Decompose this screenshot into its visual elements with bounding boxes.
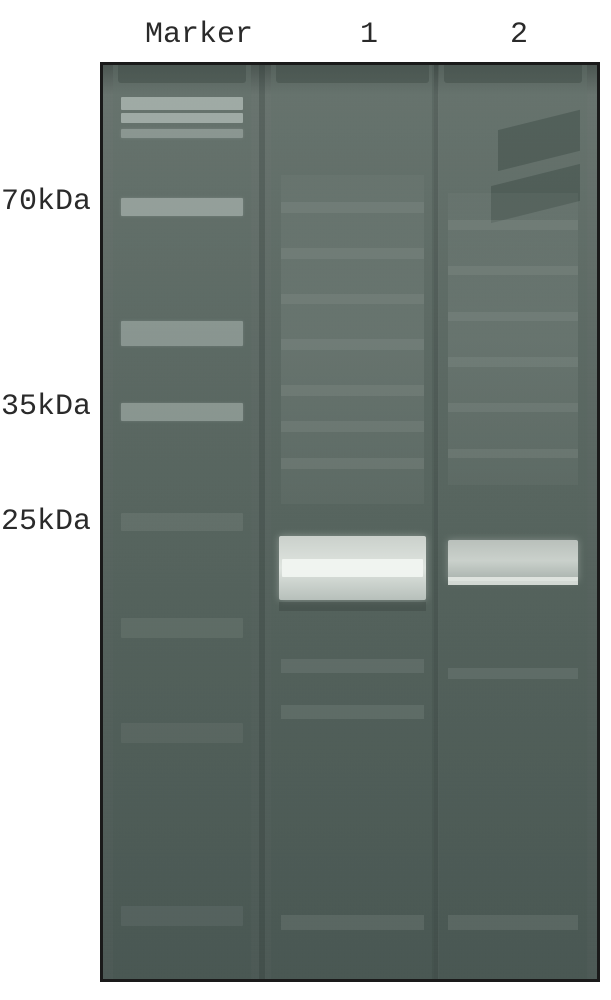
lane-label-2: 2 <box>510 18 528 52</box>
lane1-lower-faint <box>281 915 424 930</box>
lane-marker <box>113 65 251 979</box>
marker-band <box>121 129 243 138</box>
marker-band <box>121 403 243 421</box>
marker-band <box>121 906 243 926</box>
lane1-faint-band <box>281 458 424 469</box>
mw-label-35kda: 35kDa <box>1 390 91 424</box>
mw-label-25kda: 25kDa <box>1 505 91 539</box>
lane-label-marker: Marker <box>145 18 253 52</box>
lane2-faint-band <box>448 266 578 275</box>
lane1-faint-band <box>281 339 424 350</box>
lane2-strong-band <box>448 540 578 581</box>
lane2-lower-faint <box>448 915 578 930</box>
lane2-faint-band <box>448 312 578 321</box>
lane1-lower-faint <box>281 705 424 719</box>
marker-band <box>121 198 243 216</box>
mw-label-70kda: 70kDa <box>1 185 91 219</box>
marker-band <box>121 513 243 531</box>
marker-band <box>121 97 243 110</box>
lane2-faint-band <box>448 220 578 229</box>
gel-image <box>100 62 600 982</box>
lane-divider <box>259 65 265 979</box>
lane1-faint-band <box>281 202 424 213</box>
lane2-faint-band <box>448 449 578 458</box>
lane1-faint-band <box>281 421 424 432</box>
lane1-lower-faint <box>281 659 424 673</box>
lane1-underline <box>279 602 426 610</box>
marker-band <box>121 113 243 124</box>
figure-container: Marker 1 2 70kDa 35kDa 25kDa <box>0 0 611 1000</box>
lane2-smear <box>448 193 578 485</box>
lane2-faint-band <box>448 403 578 412</box>
marker-band <box>121 321 243 347</box>
lane2-lower-faint <box>448 668 578 679</box>
lane1-faint-band <box>281 248 424 259</box>
lane-2 <box>439 65 587 979</box>
lane2-faint-band <box>448 357 578 366</box>
marker-band <box>121 723 243 743</box>
lane-1 <box>271 65 434 979</box>
lane-label-1: 1 <box>360 18 378 52</box>
lane1-faint-band <box>281 385 424 396</box>
lane2-strong-line <box>448 577 578 585</box>
marker-band <box>121 618 243 638</box>
lane1-faint-band <box>281 294 424 305</box>
lane1-strong-core <box>282 559 422 577</box>
